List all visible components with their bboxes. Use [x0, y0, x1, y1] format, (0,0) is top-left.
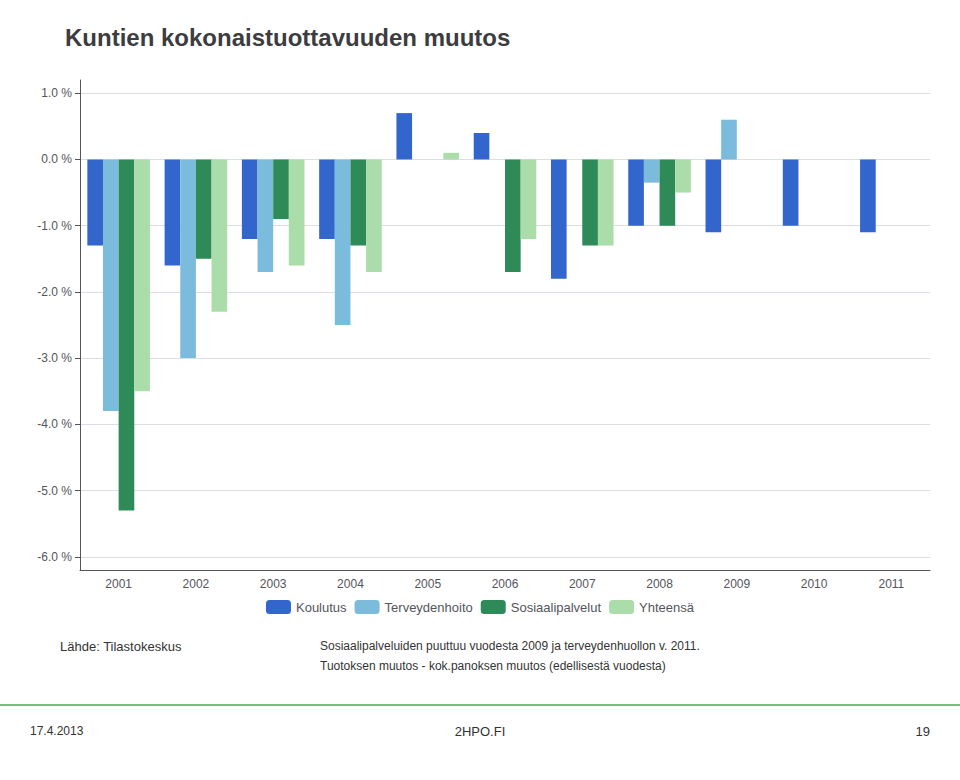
svg-text:2004: 2004 [337, 577, 364, 591]
svg-text:Yhteensä: Yhteensä [639, 600, 695, 615]
svg-text:0.0 %: 0.0 % [41, 152, 72, 166]
svg-text:2007: 2007 [569, 577, 596, 591]
svg-text:17.4.2013: 17.4.2013 [30, 724, 84, 738]
svg-text:-5.0 %: -5.0 % [37, 484, 72, 498]
svg-text:2001: 2001 [105, 577, 132, 591]
svg-text:2010: 2010 [801, 577, 828, 591]
svg-text:-6.0 %: -6.0 % [37, 550, 72, 564]
svg-text:Tuotoksen muutos - kok.panokse: Tuotoksen muutos - kok.panoksen muutos (… [320, 659, 666, 673]
svg-text:2HPO.FI: 2HPO.FI [455, 724, 506, 739]
svg-text:2008: 2008 [646, 577, 673, 591]
svg-text:19: 19 [916, 724, 930, 739]
svg-text:-4.0 %: -4.0 % [37, 417, 72, 431]
svg-text:Terveydenhoito: Terveydenhoito [385, 600, 473, 615]
svg-text:Sosiaalipalveluiden puuttuu vu: Sosiaalipalveluiden puuttuu vuodesta 200… [320, 639, 700, 653]
svg-text:2006: 2006 [492, 577, 519, 591]
svg-text:2011: 2011 [878, 577, 904, 591]
svg-text:2003: 2003 [260, 577, 287, 591]
svg-text:2002: 2002 [183, 577, 210, 591]
svg-text:2005: 2005 [414, 577, 441, 591]
svg-text:-1.0 %: -1.0 % [37, 219, 72, 233]
svg-text:-2.0 %: -2.0 % [37, 285, 72, 299]
svg-text:2009: 2009 [723, 577, 750, 591]
svg-text:Koulutus: Koulutus [296, 600, 347, 615]
svg-text:Kuntien kokonaistuottavuuden m: Kuntien kokonaistuottavuuden muutos [65, 24, 510, 51]
svg-text:Sosiaalipalvelut: Sosiaalipalvelut [511, 600, 602, 615]
svg-text:1.0 %: 1.0 % [41, 86, 72, 100]
svg-text:-3.0 %: -3.0 % [37, 351, 72, 365]
svg-text:Lähde: Tilastokeskus: Lähde: Tilastokeskus [60, 639, 182, 654]
